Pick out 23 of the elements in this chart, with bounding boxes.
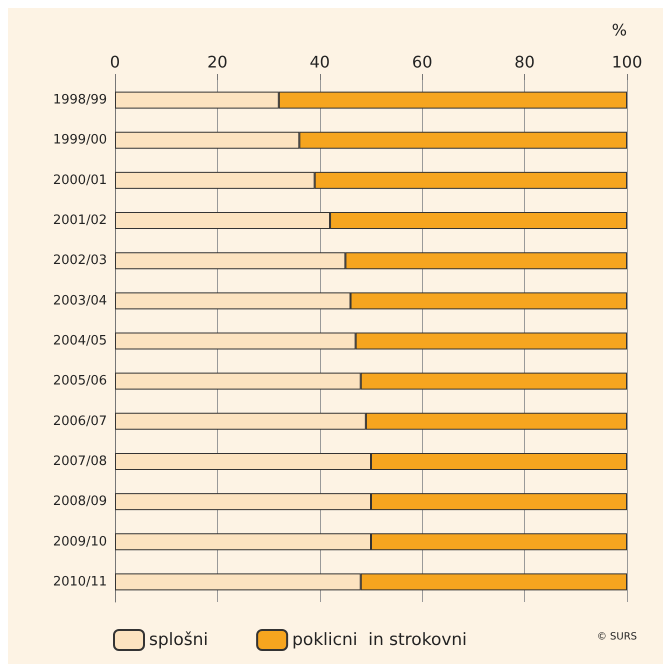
y-tick-label: 2005/06 xyxy=(52,374,107,389)
x-tick-label: 80 xyxy=(514,52,535,72)
y-tick-label: 2002/03 xyxy=(52,253,107,268)
y-tick-label: 2000/01 xyxy=(52,172,107,188)
y-tick-label: 1999/00 xyxy=(52,132,107,148)
legend-label: splošni xyxy=(149,630,208,650)
x-tick-label: 0 xyxy=(110,52,120,72)
x-tick-label: 60 xyxy=(412,52,432,72)
y-tick-label: 1998/99 xyxy=(52,92,107,108)
y-tick-label: 2007/08 xyxy=(52,454,107,469)
y-tick-label: 2001/02 xyxy=(52,213,107,228)
legend-label: poklicni in strokovni xyxy=(292,630,467,650)
x-tick-label: 40 xyxy=(310,52,330,72)
y-tick-label: 2010/11 xyxy=(52,574,107,590)
y-tick-label: 2003/04 xyxy=(52,293,107,308)
x-tick-label: 20 xyxy=(207,52,228,72)
y-tick-label: 2008/09 xyxy=(52,494,107,510)
x-tick-label: 100 xyxy=(612,52,642,72)
y-tick-label: 2004/05 xyxy=(52,334,107,348)
y-tick-label: 2006/07 xyxy=(52,414,107,429)
x-axis-title: % xyxy=(612,20,627,40)
y-tick-label: 2009/10 xyxy=(52,534,107,550)
text: © SURS xyxy=(596,632,638,642)
